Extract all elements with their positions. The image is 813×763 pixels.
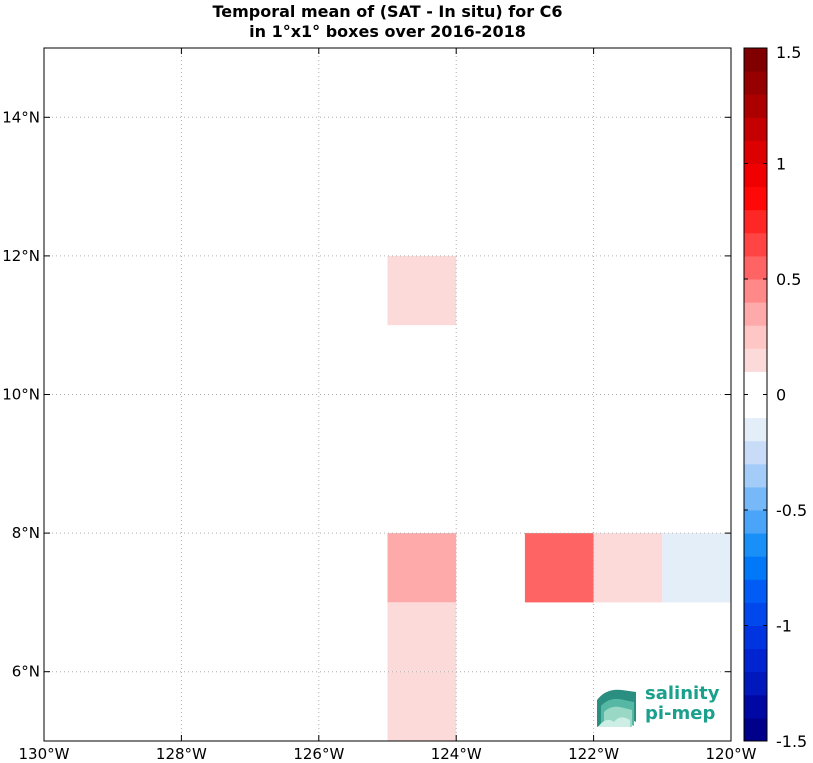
colorbar-segment xyxy=(744,510,767,534)
logo-text-pi-mep: pi-mep xyxy=(645,703,716,724)
colorbar-segment xyxy=(744,302,767,326)
colorbar-segment xyxy=(744,371,767,395)
colorbar-segment xyxy=(744,117,767,141)
heatmap-cell xyxy=(387,533,457,603)
chart-title-line2: in 1°x1° boxes over 2016-2018 xyxy=(249,22,526,41)
colorbar-segment xyxy=(744,394,767,419)
x-tick-label: 120°W xyxy=(706,745,757,763)
colorbar-segment xyxy=(744,417,767,442)
colorbar-segment xyxy=(744,440,767,465)
heatmap-cell xyxy=(387,255,457,326)
colorbar-tick-label: 1.5 xyxy=(776,43,801,62)
x-tick-label: 124°W xyxy=(431,745,482,763)
heatmap-cells xyxy=(387,255,731,741)
colorbar-segment xyxy=(744,348,767,372)
heatmap-cell xyxy=(662,533,731,603)
colorbar-segment xyxy=(744,163,767,188)
colorbar-tick-label: 1 xyxy=(776,155,786,174)
colorbar-tick-label: -1 xyxy=(776,617,792,636)
x-tick-label: 130°W xyxy=(19,745,70,763)
colorbar-segment xyxy=(744,140,767,164)
heatmap-cell xyxy=(387,671,457,741)
colorbar-segment xyxy=(744,71,767,95)
grid-lines xyxy=(44,48,731,741)
colorbar-segment xyxy=(744,556,767,580)
colorbar-segment xyxy=(744,648,767,673)
salinity-logo-icon xyxy=(597,689,636,727)
colorbar-segment xyxy=(744,717,767,742)
colorbar-segment xyxy=(744,325,767,349)
colorbar-segment xyxy=(744,602,767,626)
heatmap-cell xyxy=(524,533,594,603)
colorbar-tick-label: 0 xyxy=(776,386,786,405)
heatmap-cell xyxy=(593,533,663,603)
colorbar: 1.5 1 0.5 0 -0.5 -1 -1.5 xyxy=(743,43,807,751)
axis-ticks: 130°W 128°W 126°W 124°W 122°W 120°W 6°N 8°N 10°N… xyxy=(2,48,757,763)
colorbar-segment xyxy=(744,625,767,650)
chart-title-line1: Temporal mean of (SAT - In situ) for C6 xyxy=(212,2,563,21)
colorbar-segment xyxy=(744,671,767,696)
colorbar-tick-label: 0.5 xyxy=(776,270,801,289)
colorbar-segment xyxy=(744,232,767,257)
colorbar-segment xyxy=(744,48,767,72)
colorbar-segment xyxy=(744,279,767,303)
x-tick-label: 126°W xyxy=(293,745,344,763)
colorbar-tick-label: -0.5 xyxy=(776,501,807,520)
colorbar-segment xyxy=(744,186,767,211)
colorbar-segment xyxy=(744,463,767,488)
x-tick-label: 122°W xyxy=(568,745,619,763)
colorbar-tick-label: -1.5 xyxy=(776,732,807,751)
y-tick-label: 6°N xyxy=(12,663,40,681)
y-tick-label: 12°N xyxy=(2,247,40,265)
x-tick-label: 128°W xyxy=(156,745,207,763)
y-tick-label: 10°N xyxy=(2,386,40,404)
colorbar-segment xyxy=(744,209,767,234)
y-tick-label: 8°N xyxy=(12,524,40,542)
colorbar-segment xyxy=(744,94,767,118)
logo-text-salinity: salinity xyxy=(645,683,720,704)
colorbar-segment xyxy=(744,694,767,719)
colorbar-segment xyxy=(744,579,767,603)
colorbar-segment xyxy=(744,255,767,280)
y-tick-label: 14°N xyxy=(2,108,40,126)
colorbar-segment xyxy=(744,486,767,511)
heatmap-cell xyxy=(387,602,457,672)
colorbar-segment xyxy=(744,533,767,557)
